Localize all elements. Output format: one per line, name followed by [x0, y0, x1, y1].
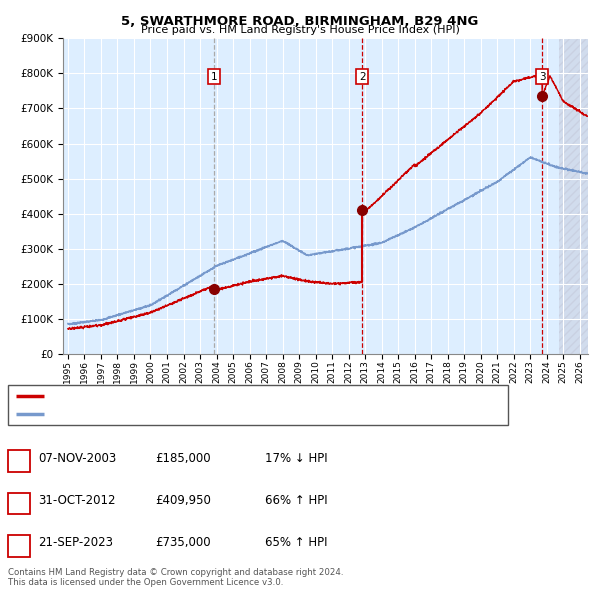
Bar: [559, 38, 590, 354]
Text: Contains HM Land Registry data © Crown copyright and database right 2024.: Contains HM Land Registry data © Crown c…: [8, 568, 343, 577]
Text: 3: 3: [539, 72, 545, 82]
Bar: [8, 493, 30, 514]
Text: 5, SWARTHMORE ROAD, BIRMINGHAM, B29 4NG (detached house): 5, SWARTHMORE ROAD, BIRMINGHAM, B29 4NG …: [50, 392, 394, 401]
Text: £409,950: £409,950: [155, 494, 211, 507]
Text: Price paid vs. HM Land Registry's House Price Index (HPI): Price paid vs. HM Land Registry's House …: [140, 25, 460, 35]
Text: 21-SEP-2023: 21-SEP-2023: [38, 536, 113, 549]
Text: 65% ↑ HPI: 65% ↑ HPI: [265, 536, 328, 549]
Text: 3: 3: [16, 536, 23, 549]
Text: 66% ↑ HPI: 66% ↑ HPI: [265, 494, 328, 507]
Text: £735,000: £735,000: [155, 536, 211, 549]
Bar: [8, 450, 30, 472]
Text: 17% ↓ HPI: 17% ↓ HPI: [265, 452, 328, 465]
Text: 2: 2: [15, 494, 23, 507]
Text: 1: 1: [211, 72, 217, 82]
Text: 1: 1: [15, 452, 23, 465]
Text: This data is licensed under the Open Government Licence v3.0.: This data is licensed under the Open Gov…: [8, 578, 283, 586]
Text: £185,000: £185,000: [155, 452, 211, 465]
Text: 5, SWARTHMORE ROAD, BIRMINGHAM, B29 4NG: 5, SWARTHMORE ROAD, BIRMINGHAM, B29 4NG: [121, 15, 479, 28]
Text: 2: 2: [359, 72, 365, 82]
Text: HPI: Average price, detached house, Birmingham: HPI: Average price, detached house, Birm…: [50, 409, 307, 419]
Text: 31-OCT-2012: 31-OCT-2012: [38, 494, 115, 507]
Text: 07-NOV-2003: 07-NOV-2003: [38, 452, 116, 465]
Bar: [8, 535, 30, 556]
Bar: [8, 385, 508, 425]
